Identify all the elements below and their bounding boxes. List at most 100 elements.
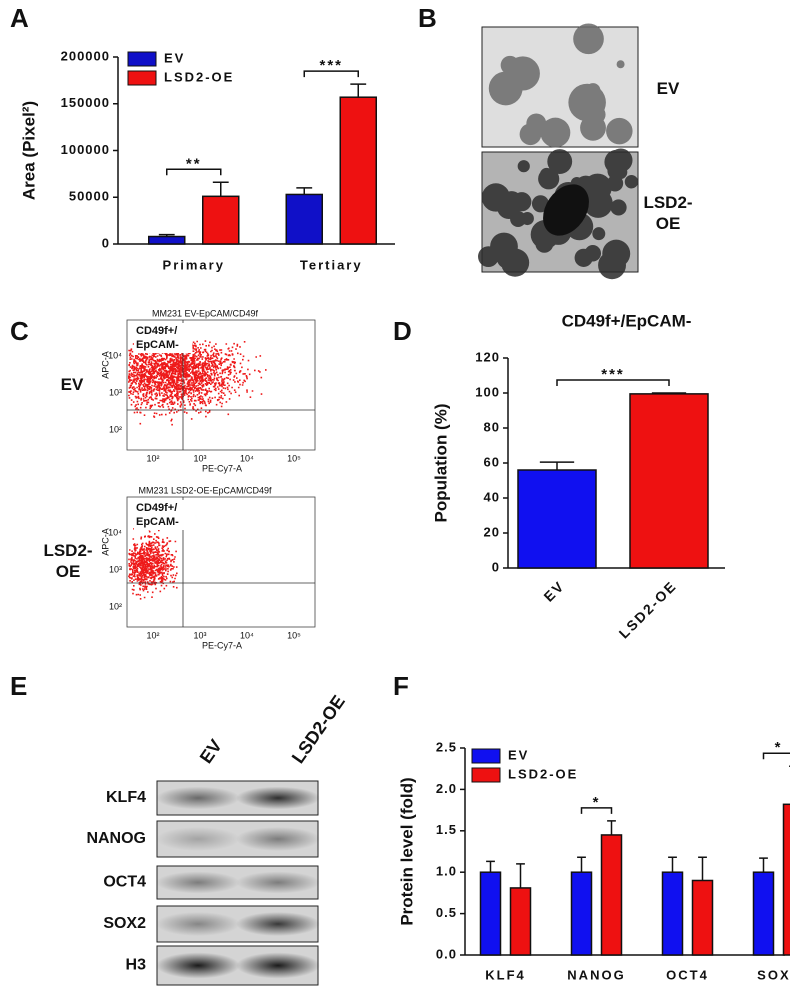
significance-label: ** [186,155,202,172]
flow-x-axis-label: PE-Cy7-A [202,463,242,473]
panel-label: C [10,316,29,346]
flow-x-tick-label: 10³ [193,630,206,640]
y-tick-label: 0 [492,559,500,574]
blot-column-label: EV [196,736,226,767]
legend-swatch [127,51,157,67]
bar [600,834,623,956]
significance-label: * [775,739,783,756]
blot-band [236,912,320,936]
blot-row-label: SOX2 [103,915,146,932]
error-bar [296,187,313,195]
panel-label: B [418,3,437,33]
error-bar [539,461,575,470]
flow-x-tick-label: 10⁴ [240,630,254,640]
y-axis-label: Population (%) [431,404,450,523]
gate-label: CD49f+/ [136,325,177,337]
error-bar [350,83,367,98]
bar [509,887,532,956]
gate-label: CD49f+/ [136,502,177,514]
blot-column-label: LSD2-OE [288,692,349,767]
significance-bracket [303,70,359,78]
legend-label: EV [508,747,529,762]
flow-x-tick-label: 10³ [193,453,206,463]
x-tick-label: LSD2-OE [616,577,680,641]
flow-events [128,340,267,426]
blot-band [236,871,320,894]
x-tick-label: KLF4 [485,967,526,982]
legend-label: LSD2-OE [508,766,578,781]
bar [339,96,377,245]
blot-band [156,827,240,851]
y-tick-label: 40 [484,489,500,504]
flow-x-tick-label: 10² [146,630,159,640]
error-bar [668,856,677,873]
image-label: EV [656,79,680,98]
y-axis-label: Area (Pixel²) [19,101,38,200]
flow-events [128,528,178,600]
error-bar [607,820,616,835]
error-bar [486,860,495,873]
flow-y-tick-label: 10³ [109,387,122,397]
error-bar [158,233,175,237]
y-tick-label: 100000 [61,142,110,157]
error-bar [698,856,707,881]
panel-label: F [393,671,409,701]
flow-plot [126,496,316,628]
x-tick-label: NANOG [567,967,625,982]
flow-y-tick-label: 10⁴ [108,350,122,360]
significance-label: *** [319,57,343,74]
y-tick-label: 60 [484,454,500,469]
y-tick-label: 2.0 [436,781,457,796]
blot-band [156,871,240,894]
blot-row-label: NANOG [86,830,146,847]
y-tick-label: 1.0 [436,864,457,879]
y-tick-label: 0 [102,235,110,250]
flow-sample-label: LSD2-OE [43,541,93,581]
bar [570,871,593,956]
y-tick-label: 20 [484,524,500,539]
bar [202,195,240,245]
significance-label: * [593,794,601,811]
gate-label: EpCAM- [136,339,179,351]
error-bar [651,392,687,394]
bar [517,469,597,569]
y-tick-label: 100 [475,384,500,399]
blot-band [156,786,240,810]
flow-x-tick-label: 10⁵ [287,453,301,463]
gate-label-bg [134,500,192,530]
flow-y-tick-label: 10⁴ [108,527,122,537]
y-tick-label: 120 [475,349,500,364]
bar [752,871,775,956]
y-tick-label: 0.5 [436,905,457,920]
bar [782,803,790,956]
y-axis-label: Protein level (fold) [397,777,416,925]
significance-bracket [762,752,790,760]
error-bar [577,856,586,873]
legend-label: EV [164,50,185,65]
bar [661,871,684,956]
y-tick-label: 200000 [61,48,110,63]
blot-row-label: H3 [126,957,147,974]
error-bar [759,857,768,873]
flow-y-axis-label: APC-A [100,351,110,379]
legend-swatch [127,70,157,86]
flow-sample-label: EV [60,375,84,394]
flow-x-tick-label: 10² [146,453,159,463]
flow-x-tick-label: 10⁴ [240,453,254,463]
error-bar [212,181,229,197]
x-tick-label: Primary [163,257,225,272]
bar [479,871,502,956]
x-tick-label: SOX2 [757,967,790,982]
legend-label: LSD2-OE [164,69,234,84]
flow-plot [126,319,316,451]
bar [629,393,709,569]
blot-band [236,786,320,810]
y-tick-label: 1.5 [436,822,457,837]
flow-y-tick-label: 10² [109,601,122,611]
flow-y-tick-label: 10³ [109,564,122,574]
blot-row-label: KLF4 [106,789,146,806]
blot-band [156,952,240,979]
chart-title: CD49f+/EpCAM- [562,311,692,330]
